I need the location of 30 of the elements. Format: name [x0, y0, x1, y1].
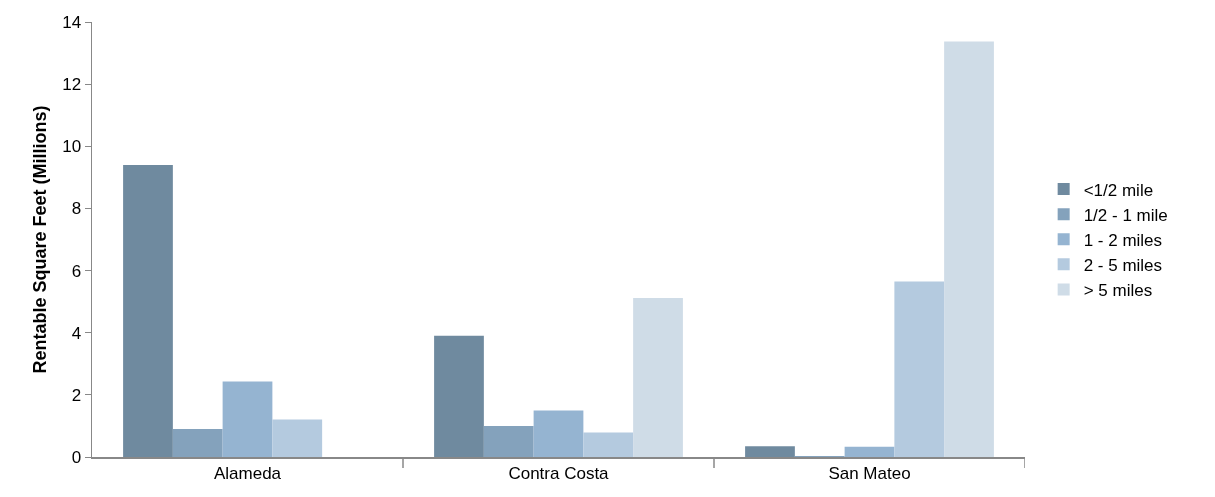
legend-label: <1/2 mile [1083, 180, 1154, 200]
bar [483, 425, 534, 457]
y-tick-label: 8 [71, 199, 82, 219]
bar [944, 41, 994, 457]
bar [745, 446, 795, 457]
x-tick-label: San Mateo [828, 463, 911, 483]
bar [844, 446, 895, 457]
y-tick-label: 2 [71, 385, 82, 405]
legend-label: > 5 miles [1083, 281, 1153, 301]
y-tick-label: 0 [71, 447, 82, 467]
y-tick-label: 10 [62, 137, 82, 157]
y-axis-title: Rentable Square Feet (Millions) [29, 105, 50, 374]
legend-label: 2 - 5 miles [1083, 255, 1163, 275]
bar [272, 419, 323, 457]
y-tick-label: 4 [71, 323, 82, 343]
legend-label: 1 - 2 miles [1083, 230, 1163, 250]
y-tick-label: 12 [62, 75, 82, 95]
bar [434, 335, 484, 457]
bar [894, 281, 945, 457]
y-tick-label: 14 [62, 12, 82, 32]
bar [123, 164, 173, 457]
x-tick-label: Alameda [213, 463, 282, 483]
legend-label: 1/2 - 1 mile [1083, 205, 1168, 225]
bar [633, 297, 683, 457]
bar [172, 429, 223, 457]
bar [583, 432, 634, 457]
bar [222, 381, 273, 457]
y-tick-label: 6 [71, 261, 82, 281]
x-tick-label: Contra Costa [508, 463, 610, 483]
bar [533, 410, 584, 457]
